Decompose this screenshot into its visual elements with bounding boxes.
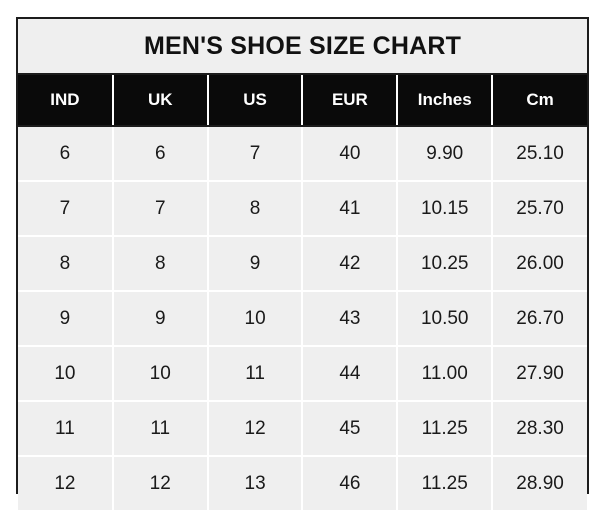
shoe-size-table: MEN'S SHOE SIZE CHART IND UK US EUR Inch… (18, 19, 587, 510)
cell-ind: 8 (18, 236, 114, 292)
column-header-us: US (207, 74, 304, 127)
cell-eur: 45 (302, 401, 399, 457)
cell-ind: 7 (18, 181, 114, 237)
column-header-eur: EUR (302, 74, 399, 127)
cell-us: 11 (207, 346, 304, 402)
cell-cm: 25.10 (492, 126, 587, 182)
cell-us: 9 (207, 236, 304, 292)
table-body: 6 6 7 40 9.90 25.10 7 7 8 41 10.15 25.70… (18, 126, 587, 510)
cell-us: 7 (207, 126, 304, 182)
cell-uk: 12 (112, 456, 209, 510)
table-head: MEN'S SHOE SIZE CHART IND UK US EUR Inch… (18, 19, 587, 127)
cell-uk: 10 (112, 346, 209, 402)
cell-us: 12 (207, 401, 304, 457)
cell-eur: 46 (302, 456, 399, 510)
table-row: 10 10 11 44 11.00 27.90 (18, 346, 587, 402)
cell-inches: 10.15 (397, 181, 494, 237)
cell-cm: 26.70 (492, 291, 587, 347)
cell-inches: 11.25 (397, 401, 494, 457)
cell-ind: 10 (18, 346, 114, 402)
column-header-cm: Cm (492, 74, 587, 127)
cell-uk: 7 (112, 181, 209, 237)
cell-cm: 28.90 (492, 456, 587, 510)
cell-cm: 27.90 (492, 346, 587, 402)
cell-cm: 28.30 (492, 401, 587, 457)
cell-inches: 9.90 (397, 126, 494, 182)
cell-eur: 40 (302, 126, 399, 182)
cell-uk: 9 (112, 291, 209, 347)
cell-us: 10 (207, 291, 304, 347)
cell-cm: 26.00 (492, 236, 587, 292)
cell-eur: 43 (302, 291, 399, 347)
cell-eur: 41 (302, 181, 399, 237)
table-row: 6 6 7 40 9.90 25.10 (18, 126, 587, 182)
cell-uk: 8 (112, 236, 209, 292)
size-chart-container: MEN'S SHOE SIZE CHART IND UK US EUR Inch… (16, 17, 589, 510)
cell-ind: 12 (18, 456, 114, 510)
column-header-uk: UK (112, 74, 209, 127)
table-row: 12 12 13 46 11.25 28.90 (18, 456, 587, 510)
cell-inches: 10.50 (397, 291, 494, 347)
table-row: 8 8 9 42 10.25 26.00 (18, 236, 587, 292)
cell-ind: 11 (18, 401, 114, 457)
column-header-ind: IND (18, 74, 114, 127)
cell-eur: 42 (302, 236, 399, 292)
cell-ind: 9 (18, 291, 114, 347)
chart-title: MEN'S SHOE SIZE CHART (18, 19, 587, 75)
table-row: 7 7 8 41 10.15 25.70 (18, 181, 587, 237)
cell-cm: 25.70 (492, 181, 587, 237)
column-header-inches: Inches (397, 74, 494, 127)
cell-us: 13 (207, 456, 304, 510)
cell-inches: 10.25 (397, 236, 494, 292)
cell-ind: 6 (18, 126, 114, 182)
cell-us: 8 (207, 181, 304, 237)
cell-inches: 11.00 (397, 346, 494, 402)
column-header-row: IND UK US EUR Inches Cm (18, 74, 587, 127)
cell-eur: 44 (302, 346, 399, 402)
title-row: MEN'S SHOE SIZE CHART (18, 19, 587, 75)
table-row: 11 11 12 45 11.25 28.30 (18, 401, 587, 457)
table-row: 9 9 10 43 10.50 26.70 (18, 291, 587, 347)
cell-uk: 11 (112, 401, 209, 457)
cell-uk: 6 (112, 126, 209, 182)
cell-inches: 11.25 (397, 456, 494, 510)
